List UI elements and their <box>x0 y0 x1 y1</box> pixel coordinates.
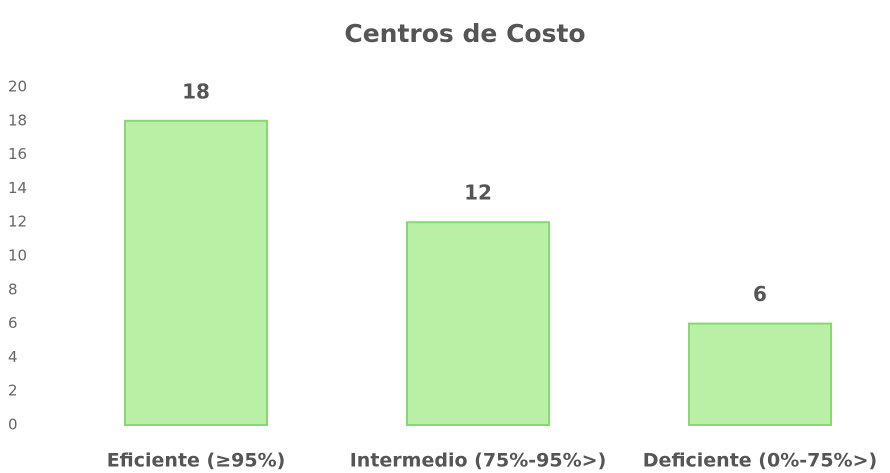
bar <box>406 221 550 426</box>
y-tick-label: 8 <box>8 280 18 298</box>
bar <box>124 119 268 427</box>
y-tick-label: 10 <box>8 247 27 265</box>
y-tick-label: 2 <box>8 382 18 400</box>
x-tick-label: Intermedio (75%-95%>) <box>350 450 607 472</box>
y-tick-label: 12 <box>8 213 27 231</box>
data-label: 6 <box>753 282 767 306</box>
y-tick-label: 18 <box>8 111 27 129</box>
y-tick-label: 6 <box>8 314 18 332</box>
y-tick-label: 16 <box>8 145 27 163</box>
y-tick-label: 4 <box>8 348 18 366</box>
x-tick-label: Deficiente (0%-75%>) <box>643 450 877 472</box>
bar <box>688 322 832 427</box>
data-label: 12 <box>464 181 492 205</box>
chart-title: Centros de Costo <box>344 19 585 48</box>
data-label: 18 <box>182 79 210 103</box>
y-tick-label: 20 <box>8 78 27 96</box>
y-tick-label: 0 <box>8 416 18 434</box>
y-tick-label: 14 <box>8 179 27 197</box>
x-tick-label: Eficiente (≥95%) <box>107 450 286 472</box>
